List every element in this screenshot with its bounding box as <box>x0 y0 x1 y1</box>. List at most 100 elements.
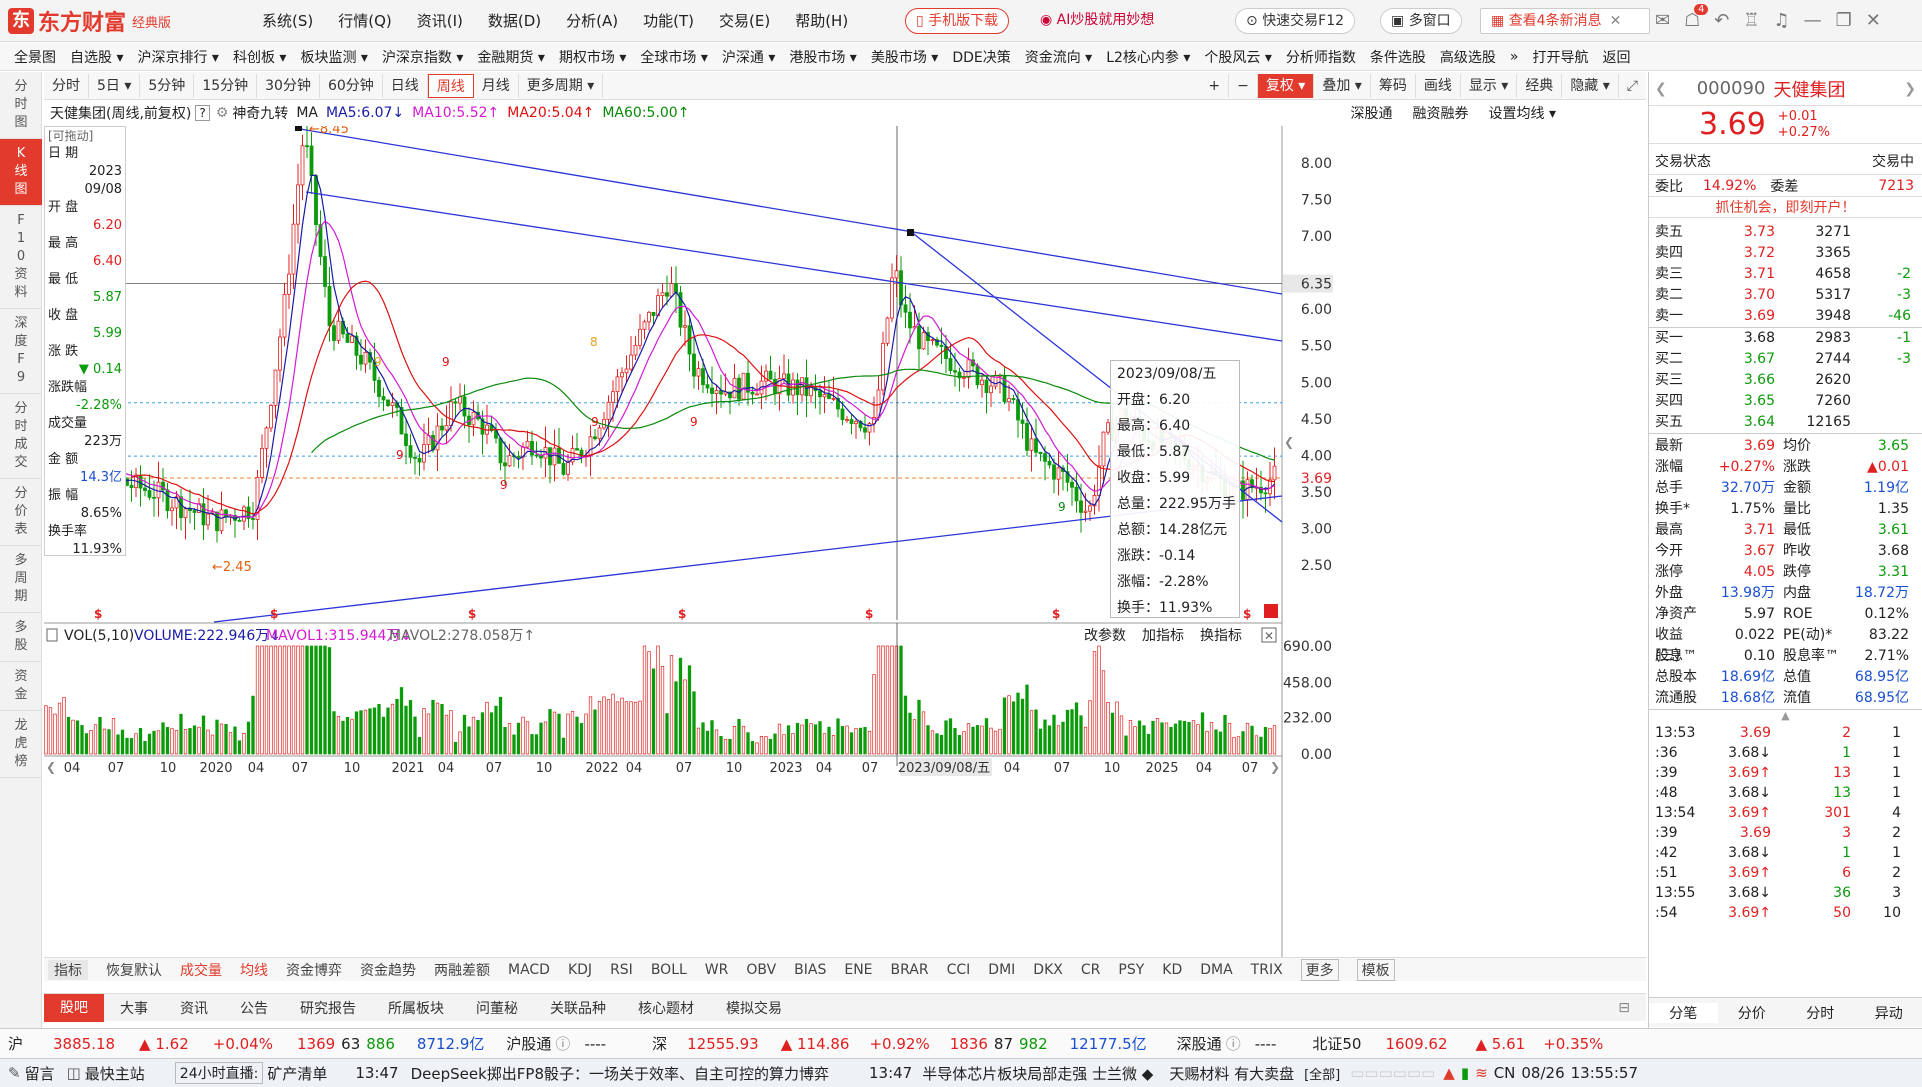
bottom-tab[interactable]: 大事 <box>120 1000 148 1017</box>
nav-item[interactable]: 期权市场 ▾ <box>558 49 627 66</box>
indicator-tab[interactable]: 资金博弈 <box>286 962 342 979</box>
bell-icon[interactable]: ☖ 4 <box>1684 4 1709 31</box>
order-book-row[interactable]: 卖五 3.73 3271 <box>1649 222 1922 243</box>
nav-item[interactable]: 全景图 <box>14 49 56 66</box>
dividend-marker-icon[interactable]: $ <box>678 607 686 621</box>
minus-icon[interactable]: ⊟ <box>1618 999 1630 1016</box>
bottom-tab[interactable]: 股吧 <box>44 993 104 1022</box>
indicator-tab[interactable]: KD <box>1162 961 1183 978</box>
dividend-marker-icon[interactable]: $ <box>270 607 278 621</box>
collapse-panel-icon[interactable]: ❮ <box>1284 435 1294 449</box>
nav-item[interactable]: 美股市场 ▾ <box>870 49 939 66</box>
nav-item[interactable]: 金融期货 ▾ <box>477 49 545 66</box>
dividend-marker-icon[interactable]: $ <box>865 607 873 621</box>
close-pane-icon[interactable] <box>1261 627 1277 643</box>
indicator-tab[interactable]: BRAR <box>890 961 929 978</box>
margin-link[interactable]: 融资融券 <box>1412 106 1469 122</box>
hgt-label[interactable]: 沪股通 <box>506 1035 552 1053</box>
all-news-link[interactable]: [全部] <box>1304 1067 1341 1083</box>
menu-analysis[interactable]: 分析(A) <box>566 12 619 30</box>
search-box[interactable]: ▭▭▭▭▭▭ <box>1350 1064 1436 1082</box>
period-tab[interactable]: 5日 ▾ <box>89 73 141 98</box>
finance-icon[interactable] <box>1264 604 1278 618</box>
indicator-tab[interactable]: OBV <box>746 961 777 978</box>
indicator-tab[interactable]: 两融差额 <box>434 962 490 979</box>
back-icon[interactable]: ↶ <box>1714 10 1730 31</box>
news-headline-3[interactable]: 天赐材料 有大卖盘 <box>1169 1064 1295 1083</box>
ai-button[interactable]: ◉ AI炒股就用妙想 <box>1030 8 1164 34</box>
indicator-tab[interactable]: BIAS <box>794 961 827 978</box>
period-tab[interactable]: 月线 <box>474 73 519 98</box>
order-book-row[interactable]: 卖三 3.71 4658 -2 <box>1649 264 1922 285</box>
nav-item[interactable]: 打开导航 <box>1532 49 1589 66</box>
menu-quote[interactable]: 行情(Q) <box>338 12 392 30</box>
side-tab[interactable]: 分时图 <box>0 72 42 139</box>
chart-tool-button[interactable]: − <box>1229 73 1258 98</box>
data-window[interactable]: [可拖动] 日 期 2023 09/08 开 盘 6.20 最 高 6.40 最 低 5.87 收 … <box>44 126 126 557</box>
scroll-left-icon[interactable]: ❮ <box>46 760 56 774</box>
indicator-tab[interactable]: BOLL <box>650 961 687 978</box>
multi-window-button[interactable]: ▣ 多窗口 <box>1380 8 1462 34</box>
nav-item[interactable]: » <box>1509 48 1519 65</box>
order-book-row[interactable]: 买三 3.66 2620 <box>1649 370 1922 391</box>
chart-tool-button[interactable]: 显示 ▾ <box>1461 73 1518 98</box>
period-tab[interactable]: 更多周期 ▾ <box>519 73 604 98</box>
close-pane-icon-glyph[interactable]: ✕ <box>1264 629 1274 643</box>
nav-item[interactable]: L2核心内参 ▾ <box>1106 49 1191 66</box>
order-book-row[interactable]: 买四 3.65 7260 <box>1649 391 1922 412</box>
indicator-tab[interactable]: DMA <box>1200 961 1233 978</box>
period-tab[interactable]: 60分钟 <box>320 73 383 98</box>
close-news-icon[interactable]: ✕ <box>1609 13 1622 29</box>
news-button[interactable]: ▦ 查看4条新消息 ✕ <box>1480 8 1650 34</box>
order-book-row[interactable]: 买一 3.68 2983 -1 <box>1649 328 1922 349</box>
sgt-help-icon[interactable]: ⓘ <box>1225 1035 1241 1053</box>
ma-settings-link[interactable]: 设置均线 ▾ <box>1488 106 1556 122</box>
indicator-tab[interactable]: CR <box>1080 961 1101 978</box>
chart-tool-button[interactable]: 叠加 ▾ <box>1314 73 1371 98</box>
indicator-tab[interactable]: 模板 <box>1356 958 1395 981</box>
news-headline-2[interactable]: 半导体芯片板块局部走强 士兰微 ◆ <box>922 1064 1154 1083</box>
indicator-tab[interactable]: MACD <box>508 961 550 978</box>
tick-tab[interactable]: 分时 <box>1806 1005 1835 1022</box>
server-label[interactable]: 最快主站 <box>84 1064 145 1083</box>
expand-icon[interactable]: ▲ <box>1649 709 1922 723</box>
close-icon[interactable]: ✕ <box>1865 10 1881 31</box>
period-tab[interactable]: 日线 <box>383 73 428 98</box>
sz-index[interactable]: 12555.93 <box>687 1034 759 1053</box>
bottom-tab[interactable]: 核心题材 <box>638 1000 694 1017</box>
chart-tool-button[interactable]: 经典 <box>1517 73 1563 98</box>
sgt-label[interactable]: 深股通 <box>1176 1035 1222 1053</box>
gear-icon[interactable]: ⚙ <box>215 105 229 121</box>
dividend-marker-icon[interactable]: $ <box>468 607 476 621</box>
nav-item[interactable]: 个股风云 ▾ <box>1204 49 1272 66</box>
bottom-tab[interactable]: 所属板块 <box>388 1000 444 1017</box>
nav-item[interactable]: 全球市场 ▾ <box>640 49 708 66</box>
bottom-tab[interactable]: 公告 <box>240 1000 268 1017</box>
order-book-row[interactable]: 卖四 3.72 3365 <box>1649 243 1922 264</box>
indicator-tab[interactable]: WR <box>704 961 729 978</box>
live-label[interactable]: 24小时直播: <box>174 1062 264 1084</box>
nav-item[interactable]: 返回 <box>1602 49 1631 66</box>
menu-function[interactable]: 功能(T) <box>643 12 694 30</box>
chart-tool-button[interactable]: 筹码 <box>1371 73 1416 98</box>
indicator-tab[interactable]: 资金趋势 <box>360 962 416 979</box>
shirt-icon[interactable]: ♖ <box>1743 10 1760 31</box>
indicator-tab[interactable]: CCI <box>946 961 971 978</box>
chart-tool-button[interactable]: 画线 <box>1416 73 1461 98</box>
minimize-icon[interactable]: — <box>1803 10 1822 31</box>
order-book-row[interactable]: 卖二 3.70 5317 -3 <box>1649 285 1922 306</box>
nav-item[interactable]: 港股市场 ▾ <box>789 49 857 66</box>
nav-item[interactable]: 沪深京指数 ▾ <box>381 49 464 66</box>
prev-stock-icon[interactable]: ❮ <box>1655 80 1667 97</box>
add-indicator-link[interactable]: 加指标 <box>1142 628 1184 644</box>
indicator-tab[interactable]: TRIX <box>1250 961 1283 978</box>
bottom-tab[interactable]: 资讯 <box>180 1000 208 1017</box>
help-icon[interactable]: ? <box>195 105 210 121</box>
mail-icon[interactable]: ✉ <box>1655 10 1671 31</box>
edit-params-link[interactable]: 改参数 <box>1084 627 1126 644</box>
quick-trade-button[interactable]: ⊙ 快速交易F12 <box>1235 8 1356 34</box>
side-tab[interactable]: 多周期 <box>0 546 42 613</box>
indicator-tab[interactable]: RSI <box>610 961 633 978</box>
